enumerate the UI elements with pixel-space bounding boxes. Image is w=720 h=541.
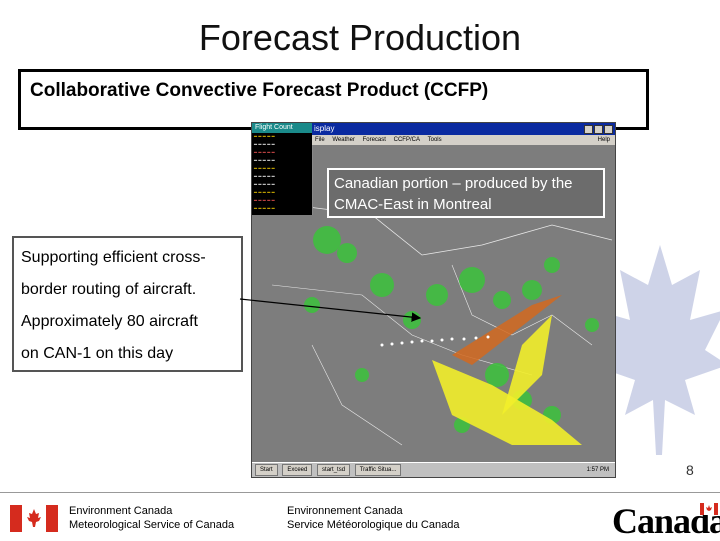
menu-file[interactable]: File xyxy=(315,137,325,143)
close-icon[interactable] xyxy=(604,125,613,135)
canadian-portion-callout: Canadian portion – produced by the CMAC-… xyxy=(327,168,605,218)
subtitle-text: Collaborative Convective Forecast Produc… xyxy=(30,80,489,101)
window-titlebar[interactable]: isplay xyxy=(312,123,615,135)
taskbar-clock: 1:57 PM xyxy=(586,467,609,473)
flight-count-title: Flight Count xyxy=(252,123,312,133)
supporting-routing-callout: Supporting efficient cross- border routi… xyxy=(12,236,243,372)
footer-french: Environnement Canada Service Météorologi… xyxy=(287,504,459,532)
window-title: isplay xyxy=(314,124,335,133)
flight-count-panel: Flight Count ━ ━ ━ ━ ━ ━ ━ ━ ━ ━ ━ ━ ━ ━… xyxy=(252,123,313,215)
callout-line: border routing of aircraft. xyxy=(21,281,197,298)
page-number: 8 xyxy=(686,462,694,478)
slide-title: Forecast Production xyxy=(198,17,522,58)
callout-line: Approximately 80 aircraft xyxy=(21,313,198,330)
taskbar-button-start-tsd[interactable]: start_tsd xyxy=(317,464,351,476)
footer-divider xyxy=(0,492,720,493)
dept-en: Environment Canada xyxy=(69,505,173,517)
menu-tools[interactable]: Tools xyxy=(427,137,442,143)
taskbar-button-traffic[interactable]: Traffic Situa... xyxy=(354,464,402,476)
callout-line: on CAN-1 on this day xyxy=(21,345,174,362)
wordmark-flag-icon xyxy=(700,503,718,515)
service-en: Meteorological Service of Canada xyxy=(69,519,235,531)
service-fr: Service Météorologique du Canada xyxy=(287,519,460,531)
menu-bar: File Weather Forecast CCFP/CA Tools Help xyxy=(312,135,615,145)
menu-ccfp-ca[interactable]: CCFP/CA xyxy=(393,137,420,143)
menu-forecast[interactable]: Forecast xyxy=(362,137,386,143)
minimize-icon[interactable] xyxy=(584,125,593,135)
maple-leaf-watermark-icon xyxy=(592,245,720,455)
maximize-icon[interactable] xyxy=(594,125,603,135)
menu-help[interactable]: Help xyxy=(597,137,610,143)
subtitle-box: Collaborative Convective Forecast Produc… xyxy=(18,69,649,130)
callout-line: Supporting efficient cross- xyxy=(21,249,206,266)
start-button[interactable]: Start xyxy=(255,464,278,476)
dept-fr: Environnement Canada xyxy=(287,505,403,517)
footer-english: Environment Canada Meteorological Servic… xyxy=(69,504,234,532)
canada-flag-icon xyxy=(10,505,58,532)
taskbar-button-exceed[interactable]: Exceed xyxy=(282,464,313,476)
taskbar: Start Exceed start_tsd Traffic Situa... … xyxy=(252,462,615,477)
menu-weather[interactable]: Weather xyxy=(332,137,355,143)
